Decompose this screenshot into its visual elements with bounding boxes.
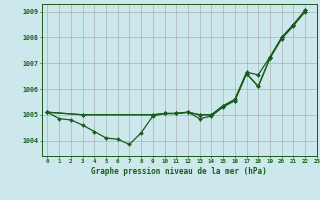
X-axis label: Graphe pression niveau de la mer (hPa): Graphe pression niveau de la mer (hPa) xyxy=(91,167,267,176)
